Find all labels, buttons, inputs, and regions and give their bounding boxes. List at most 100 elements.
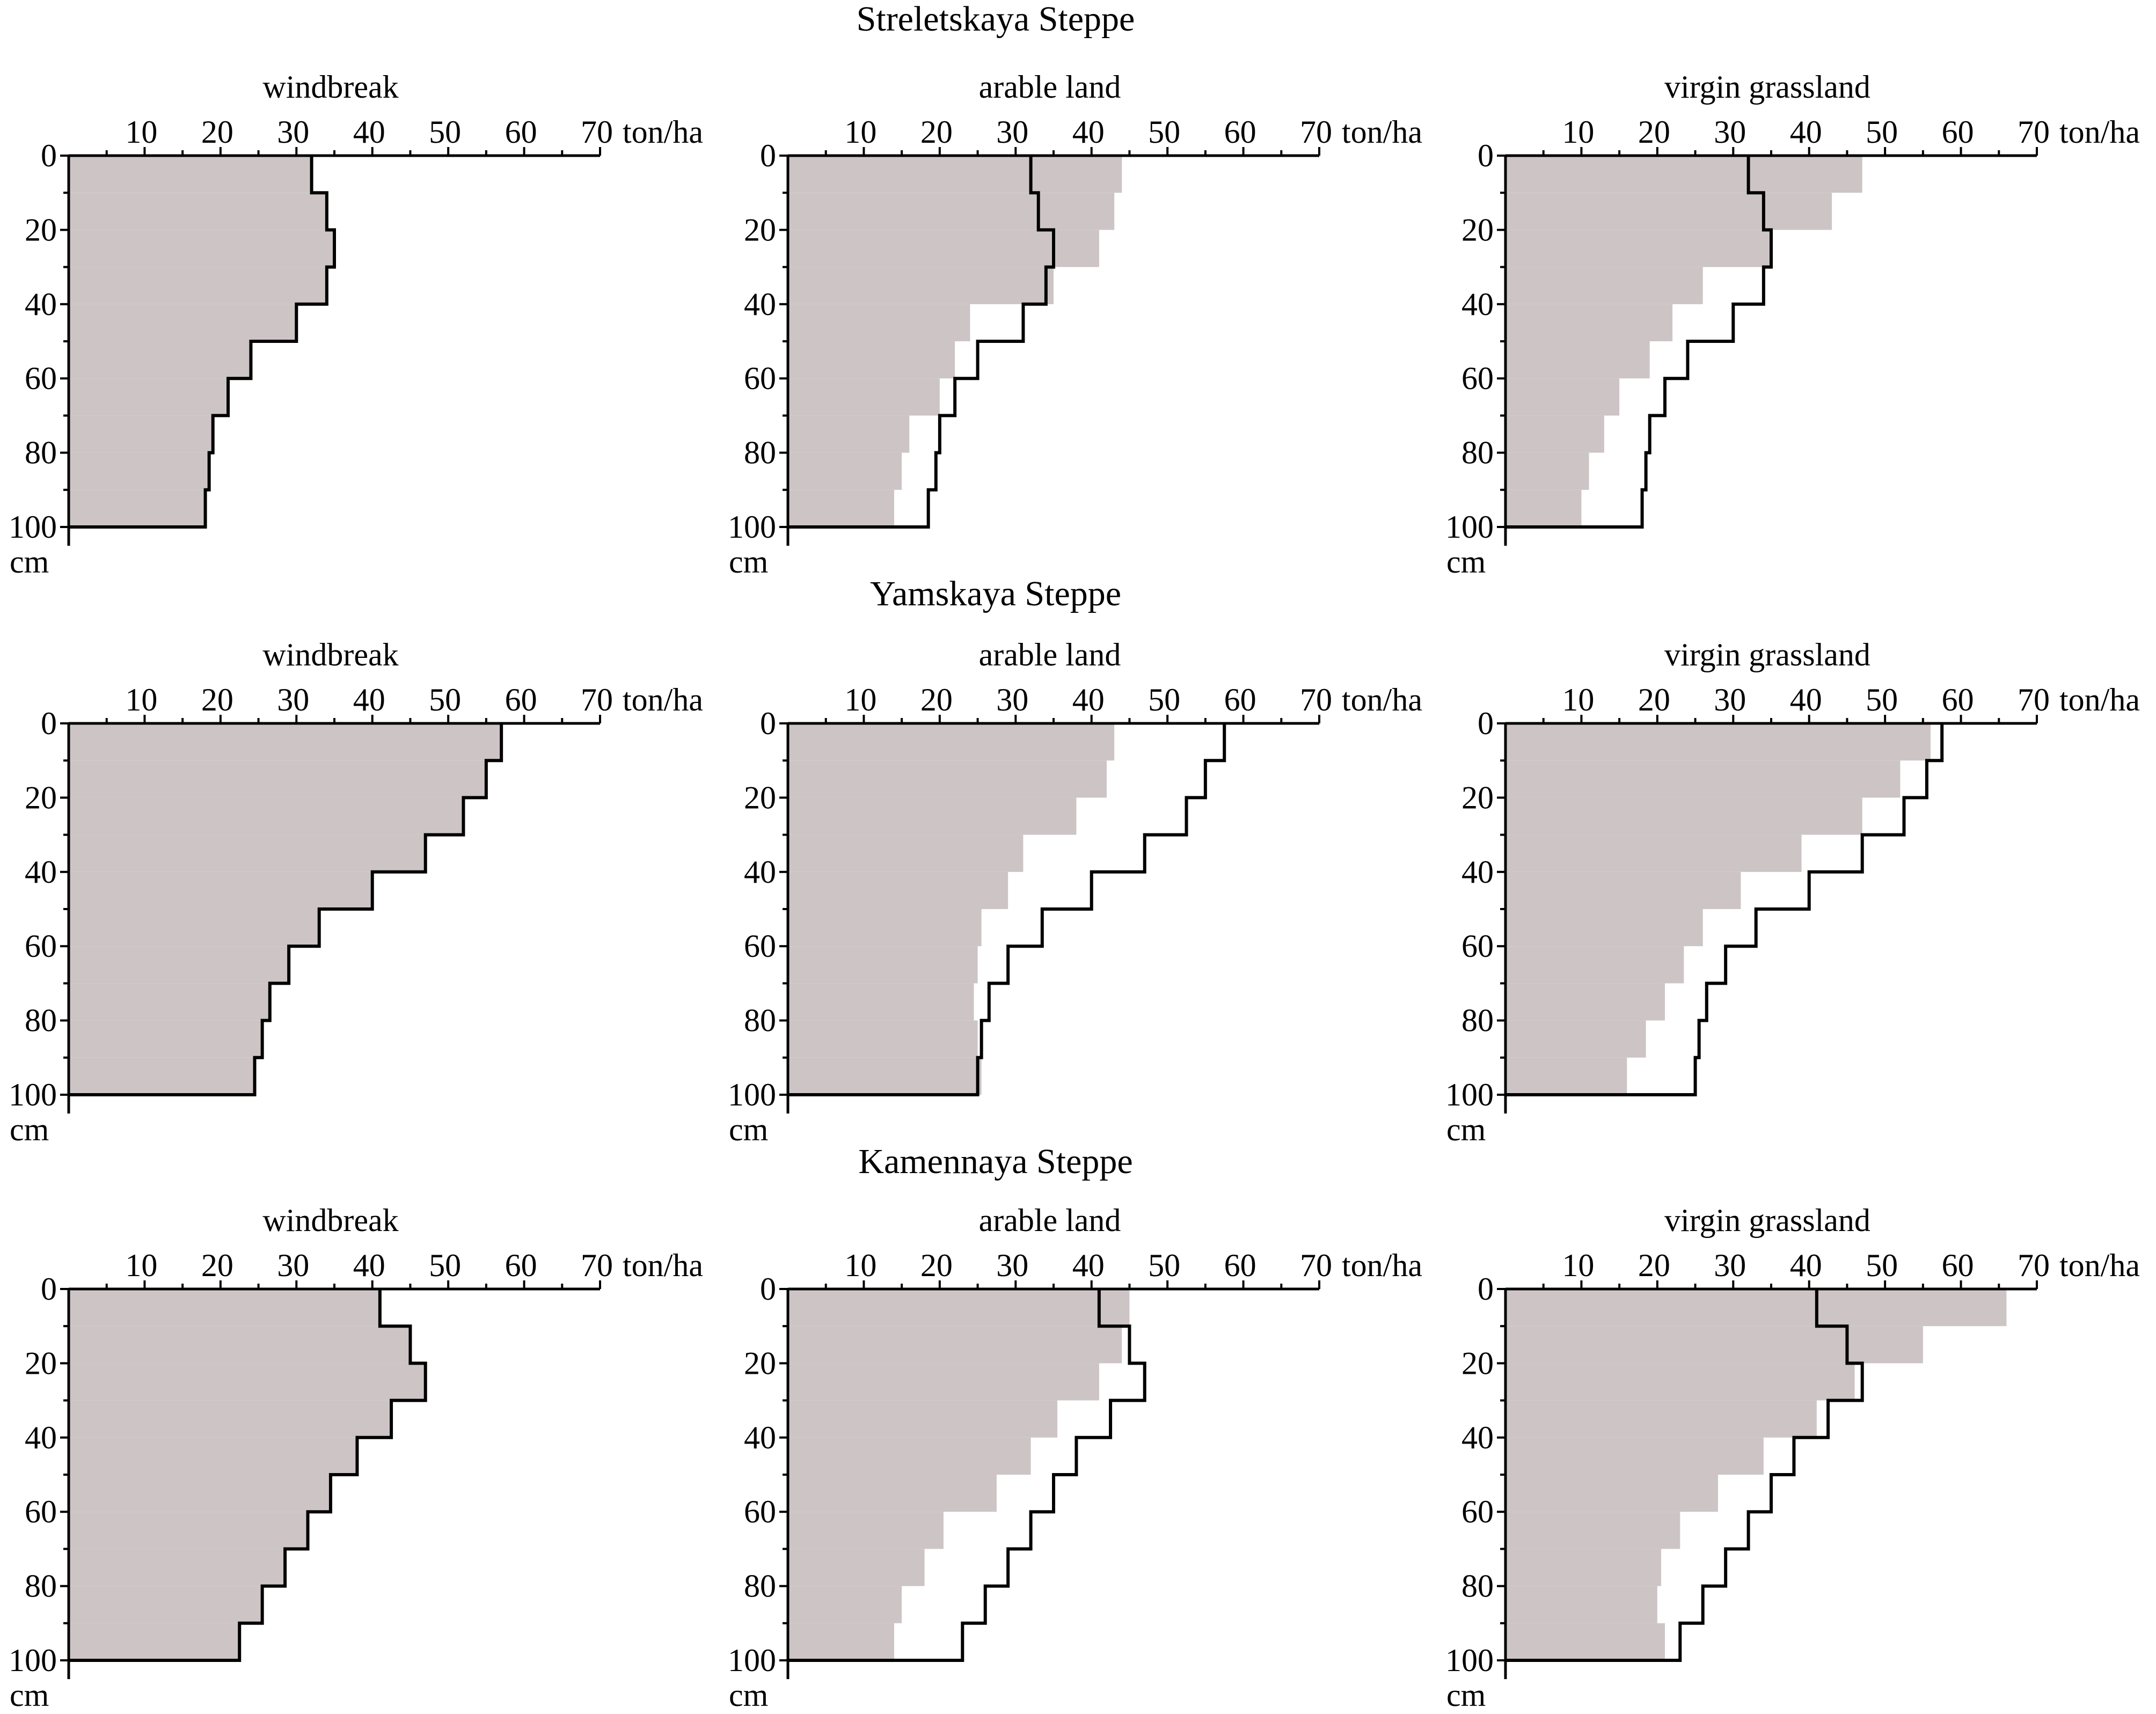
shaded-bar xyxy=(788,156,1122,193)
shaded-bar xyxy=(788,1437,1031,1475)
y-tick-label: 40 xyxy=(1461,854,1494,890)
x-tick-label: 70 xyxy=(1300,682,1332,717)
y-tick-label: 100 xyxy=(1445,1643,1494,1678)
x-axis-unit: ton/ha xyxy=(1342,1248,1422,1283)
y-tick-label: 100 xyxy=(1445,509,1494,545)
panel-yamskaya-steppe-arable-land: 10 20 30 40 50 60 70 0 20 40 60 80 100 ton/ha cm arable… xyxy=(728,637,1422,1147)
x-tick-label: 70 xyxy=(2018,682,2050,717)
site-title-streletskaya: Streletskaya Steppe xyxy=(857,0,1135,39)
y-tick-label: 20 xyxy=(744,780,776,815)
shaded-bar xyxy=(1505,415,1604,453)
shaded-bar xyxy=(69,909,319,947)
shaded-bar xyxy=(69,452,209,490)
shaded-bar xyxy=(788,304,970,341)
shaded-bar xyxy=(788,489,894,527)
site-title-yamskaya: Yamskaya Steppe xyxy=(870,574,1121,613)
x-tick-label: 50 xyxy=(429,1248,461,1283)
y-tick-label: 0 xyxy=(41,706,57,741)
shaded-bar xyxy=(788,341,955,379)
y-tick-label: 20 xyxy=(1461,212,1494,247)
y-tick-label: 60 xyxy=(25,1494,57,1529)
y-tick-label: 0 xyxy=(760,1271,776,1307)
y-tick-label: 60 xyxy=(1461,1494,1494,1529)
x-tick-label: 40 xyxy=(1072,114,1105,150)
y-tick-label: 80 xyxy=(744,1569,776,1604)
x-tick-label: 50 xyxy=(429,682,461,717)
shaded-bar xyxy=(1505,1020,1646,1058)
x-tick-label: 70 xyxy=(581,682,613,717)
panel-title: windbreak xyxy=(262,1203,398,1238)
panel-title: windbreak xyxy=(262,69,398,105)
x-tick-label: 30 xyxy=(277,1248,309,1283)
y-tick-label: 100 xyxy=(728,1077,776,1112)
y-axis-unit: cm xyxy=(10,1112,49,1147)
x-tick-label: 60 xyxy=(1224,682,1256,717)
x-tick-label: 70 xyxy=(1300,114,1332,150)
x-tick-label: 20 xyxy=(201,1248,233,1283)
x-tick-label: 40 xyxy=(1072,1248,1105,1283)
x-tick-label: 20 xyxy=(1638,114,1670,150)
shaded-bar xyxy=(69,378,228,416)
shaded-bar xyxy=(788,1326,1122,1364)
y-tick-label: 60 xyxy=(744,361,776,396)
x-tick-label: 40 xyxy=(1072,682,1105,717)
shaded-bar xyxy=(1505,871,1741,909)
x-tick-label: 30 xyxy=(1714,1248,1746,1283)
panel-streletskaya-steppe-windbreak: 10 20 30 40 50 60 70 0 20 40 60 80 100 ton/ha cm windbr… xyxy=(9,69,703,580)
shaded-bar xyxy=(1505,760,1901,798)
x-tick-label: 10 xyxy=(844,114,876,150)
shaded-bar xyxy=(1505,489,1582,527)
y-tick-label: 20 xyxy=(25,1345,57,1381)
panel-title: arable land xyxy=(979,69,1121,105)
shaded-bar xyxy=(1505,378,1620,416)
panel-kamennaya-steppe-windbreak: 10 20 30 40 50 60 70 0 20 40 60 80 100 ton/ha cm windbr… xyxy=(9,1203,703,1713)
panel-title: windbreak xyxy=(262,637,398,672)
y-tick-label: 100 xyxy=(728,509,776,545)
shaded-bar xyxy=(788,946,978,984)
shaded-bar xyxy=(69,267,327,304)
shaded-bar xyxy=(788,834,1024,872)
shaded-bar xyxy=(1505,156,1862,193)
y-axis-unit: cm xyxy=(729,1678,768,1713)
shaded-bar xyxy=(788,1057,982,1095)
shaded-bar xyxy=(1505,1437,1764,1475)
y-axis-unit: cm xyxy=(729,1112,768,1147)
profile-line xyxy=(1505,723,1944,1096)
shaded-bar xyxy=(1505,983,1665,1021)
x-tick-label: 20 xyxy=(920,114,953,150)
shaded-bar xyxy=(69,193,327,230)
y-tick-label: 20 xyxy=(1461,780,1494,815)
x-tick-label: 50 xyxy=(1148,114,1180,150)
shaded-bar xyxy=(69,1586,262,1623)
x-axis-unit: ton/ha xyxy=(2059,114,2140,150)
y-tick-label: 60 xyxy=(1461,361,1494,396)
x-tick-label: 50 xyxy=(1148,1248,1180,1283)
shaded-bar xyxy=(1505,230,1771,267)
x-axis-unit: ton/ha xyxy=(623,114,703,150)
shaded-bar xyxy=(788,1289,1130,1327)
y-tick-label: 20 xyxy=(25,780,57,815)
profile-line xyxy=(788,723,1226,1096)
y-tick-label: 20 xyxy=(744,1345,776,1381)
shaded-bar xyxy=(1505,1623,1665,1660)
x-axis-unit: ton/ha xyxy=(1342,114,1422,150)
x-axis-unit: ton/ha xyxy=(623,682,703,717)
shaded-bar xyxy=(788,267,1054,304)
x-tick-label: 70 xyxy=(581,114,613,150)
y-tick-label: 40 xyxy=(25,854,57,890)
y-tick-label: 20 xyxy=(25,212,57,247)
y-tick-label: 100 xyxy=(9,1077,57,1112)
y-axis-unit: cm xyxy=(1446,1678,1486,1713)
shaded-bar xyxy=(788,230,1099,267)
y-tick-label: 80 xyxy=(1461,1003,1494,1038)
y-tick-label: 0 xyxy=(1478,1271,1494,1307)
shaded-bar xyxy=(69,1363,426,1401)
shaded-bar xyxy=(1505,909,1703,947)
y-tick-label: 0 xyxy=(760,138,776,173)
y-tick-label: 80 xyxy=(1461,1569,1494,1604)
shaded-bar xyxy=(69,946,289,984)
x-tick-label: 60 xyxy=(505,1248,537,1283)
shaded-bar xyxy=(1505,797,1862,835)
shaded-bar xyxy=(788,1475,997,1512)
shaded-bar xyxy=(1505,1586,1657,1623)
